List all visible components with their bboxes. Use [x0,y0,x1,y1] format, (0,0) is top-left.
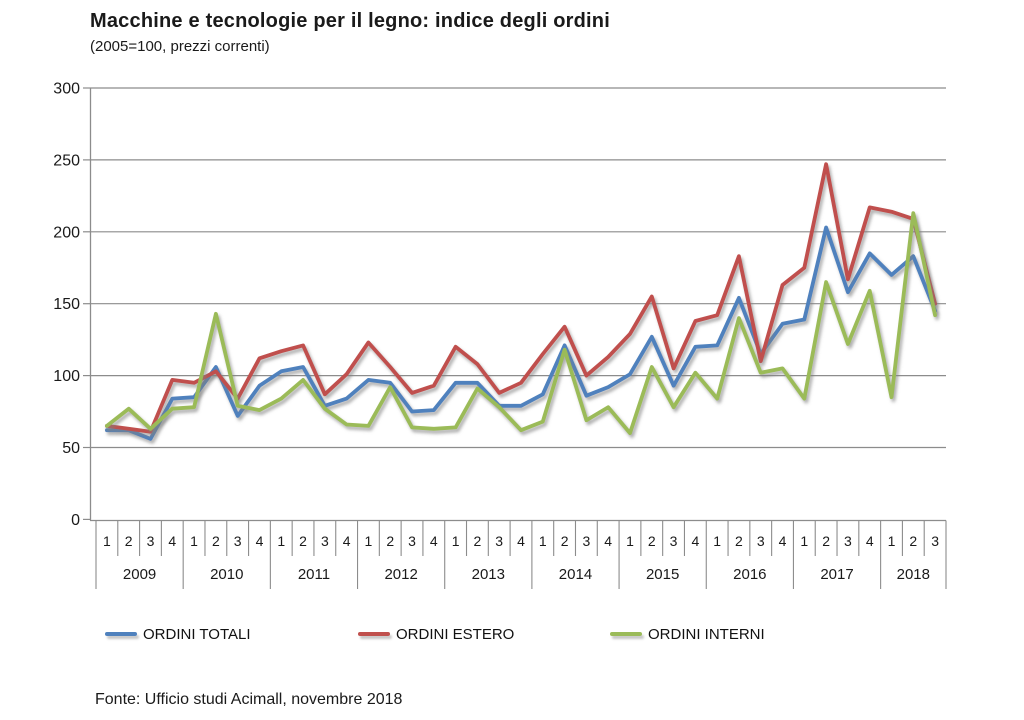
y-axis-tick-label: 100 [53,368,80,385]
quarter-label: 3 [234,533,242,549]
quarter-label: 2 [474,533,482,549]
legend-item-ordini-totali: ORDINI TOTALI [105,620,251,648]
quarter-label: 2 [386,533,394,549]
year-label: 2009 [123,566,156,583]
quarter-label: 3 [321,533,329,549]
y-axis-tick-label: 250 [53,152,80,169]
quarter-label: 4 [691,533,699,549]
legend-label-ordini-interni: ORDINI INTERNI [648,625,765,643]
year-label: 2013 [472,566,505,583]
y-axis-tick-label: 300 [53,81,80,98]
quarter-label: 1 [277,533,285,549]
quarter-label: 4 [517,533,525,549]
legend-swatch-ordini-totali [105,632,137,636]
quarter-label: 3 [844,533,852,549]
quarter-label: 3 [495,533,503,549]
quarter-label: 2 [561,533,569,549]
quarter-label: 1 [365,533,373,549]
year-label: 2018 [897,566,930,583]
page-subtitle: (2005=100, prezzi correnti) [90,38,270,55]
series-lines [105,162,937,441]
quarter-label: 2 [212,533,220,549]
series-line-ordini-estero [105,162,937,434]
axes [83,87,947,589]
quarter-label: 3 [408,533,416,549]
quarter-label: 3 [757,533,765,549]
quarter-label: 2 [299,533,307,549]
legend-swatch-ordini-interni [610,632,642,636]
quarter-label: 1 [713,533,721,549]
legend-label-ordini-estero: ORDINI ESTERO [396,625,515,643]
quarter-label: 1 [452,533,460,549]
quarter-label: 2 [125,533,133,549]
quarter-label: 3 [147,533,155,549]
quarter-label: 2 [648,533,656,549]
y-axis-tick-label: 50 [62,440,80,457]
quarter-label: 2 [822,533,830,549]
source-note: Fonte: Ufficio studi Acimall, novembre 2… [95,691,403,708]
series-line-ordini-interni [105,211,937,436]
legend-swatch-ordini-estero [358,632,390,636]
year-label: 2015 [646,566,679,583]
y-axis-tick-label: 150 [53,296,80,313]
quarter-label: 3 [670,533,678,549]
quarter-label: 4 [779,533,787,549]
legend-item-ordini-estero: ORDINI ESTERO [358,620,514,648]
quarter-label: 1 [800,533,808,549]
quarter-label: 1 [626,533,634,549]
legend: ORDINI TOTALI ORDINI ESTERO ORDINI INTER… [0,620,1024,648]
quarter-label: 4 [866,533,874,549]
year-label: 2017 [820,566,853,583]
y-axis-tick-label: 0 [71,512,80,529]
page-title: Macchine e tecnologie per il legno: indi… [90,10,610,32]
quarter-label: 2 [735,533,743,549]
quarter-label: 4 [343,533,351,549]
quarter-label: 4 [256,533,264,549]
legend-label-ordini-totali: ORDINI TOTALI [143,625,251,643]
year-label: 2010 [210,566,243,583]
quarter-label: 4 [430,533,438,549]
quarter-label: 1 [103,533,111,549]
quarter-label: 1 [190,533,198,549]
quarter-label: 2 [909,533,917,549]
year-label: 2014 [559,566,592,583]
y-axis-tick-label: 200 [53,224,80,241]
quarter-label: 4 [604,533,612,549]
gridlines [90,87,946,449]
year-label: 2012 [384,566,417,583]
quarter-label: 3 [582,533,590,549]
legend-item-ordini-interni: ORDINI INTERNI [610,620,765,648]
quarter-label: 3 [931,533,939,549]
year-label: 2011 [298,566,330,583]
quarter-label: 1 [888,533,896,549]
series-line-ordini-totali [105,225,937,441]
quarter-label: 1 [539,533,547,549]
year-label: 2016 [733,566,766,583]
quarter-label: 4 [168,533,176,549]
